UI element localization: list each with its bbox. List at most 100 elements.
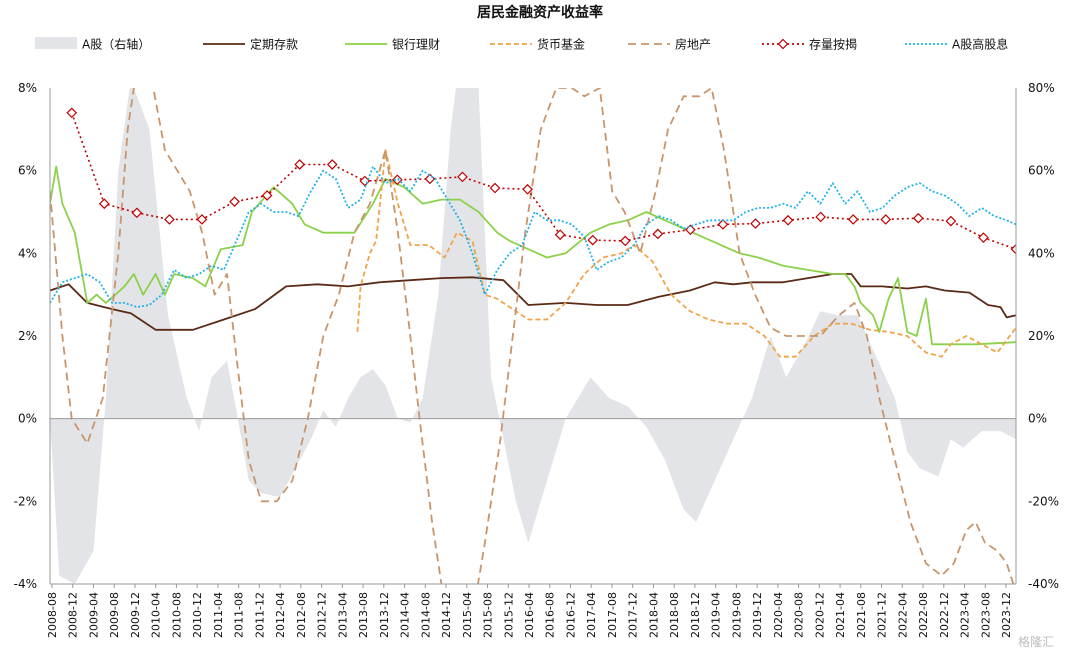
left-tick-label: -4% bbox=[14, 577, 37, 591]
x-tick-label: 2011-04 bbox=[212, 592, 225, 638]
x-tick-label: 2023-08 bbox=[979, 592, 992, 638]
x-tick-label: 2023-04 bbox=[959, 592, 972, 638]
series-1 bbox=[50, 88, 1016, 584]
x-tick-label: 2019-12 bbox=[751, 592, 764, 638]
x-tick-label: 2014-12 bbox=[440, 592, 453, 638]
left-tick-label: 6% bbox=[18, 164, 37, 178]
series-3 bbox=[50, 165, 1016, 346]
left-tick-label: 4% bbox=[18, 246, 37, 260]
data-point bbox=[619, 235, 631, 247]
x-tick-label: 2011-12 bbox=[253, 592, 266, 638]
legend-label: 货币基金 bbox=[537, 37, 585, 52]
legend: A股（右轴） 定期存款 银行理财 货币基金 房地产 存量按揭 A股高股息 bbox=[35, 37, 1008, 52]
x-tick-label: 2022-04 bbox=[896, 592, 909, 638]
x-tick-label: 2016-04 bbox=[523, 592, 536, 638]
x-tick-label: 2014-08 bbox=[419, 592, 432, 638]
x-tick-label: 2017-04 bbox=[585, 592, 598, 638]
series-7 bbox=[50, 165, 1016, 308]
x-tick-label: 2018-08 bbox=[668, 592, 681, 638]
x-tick-label: 2012-12 bbox=[316, 592, 329, 638]
x-tick-label: 2010-04 bbox=[150, 592, 163, 638]
series-6 bbox=[66, 107, 1016, 255]
x-tick-label: 2010-08 bbox=[170, 592, 183, 638]
series-line bbox=[50, 165, 1016, 308]
data-point bbox=[98, 198, 110, 210]
data-point bbox=[815, 211, 826, 223]
data-point bbox=[750, 218, 761, 229]
right-tick-label: 80% bbox=[1028, 81, 1055, 95]
data-point bbox=[164, 214, 175, 225]
x-tick-label: 2008-12 bbox=[67, 592, 80, 638]
series-line bbox=[70, 112, 1016, 250]
legend-marker bbox=[777, 38, 789, 50]
series-line bbox=[50, 273, 1016, 331]
data-point bbox=[326, 159, 338, 170]
x-tick-label: 2012-04 bbox=[274, 592, 287, 638]
right-tick-label: 40% bbox=[1028, 246, 1055, 260]
x-tick-label: 2022-08 bbox=[917, 592, 930, 638]
legend-label: 房地产 bbox=[675, 37, 711, 52]
legend-swatch bbox=[35, 37, 77, 49]
data-point bbox=[457, 171, 468, 183]
legend-label: 定期存款 bbox=[250, 37, 298, 52]
series-2 bbox=[50, 273, 1016, 331]
data-point bbox=[717, 219, 729, 230]
x-tick-label: 2022-12 bbox=[938, 592, 951, 638]
data-point bbox=[782, 214, 794, 226]
series-5 bbox=[50, 88, 1015, 584]
legend-label: A股高股息 bbox=[952, 37, 1008, 52]
chart-title: 居民金融资产收益率 bbox=[477, 4, 603, 21]
right-tick-label: 20% bbox=[1028, 329, 1055, 343]
x-tick-label: 2020-08 bbox=[793, 592, 806, 638]
x-tick-label: 2009-08 bbox=[108, 592, 121, 638]
data-point bbox=[652, 228, 664, 240]
series-4 bbox=[356, 149, 1016, 358]
x-tick-label: 2012-08 bbox=[295, 592, 308, 638]
x-tick-label: 2017-08 bbox=[606, 592, 619, 638]
right-tick-label: 0% bbox=[1028, 412, 1047, 426]
x-tick-label: 2009-04 bbox=[87, 592, 100, 638]
plot-area bbox=[50, 88, 1016, 584]
data-point bbox=[522, 183, 533, 195]
data-point bbox=[131, 207, 143, 219]
x-tick-label: 2021-08 bbox=[855, 592, 868, 638]
x-tick-label: 2019-04 bbox=[710, 592, 723, 638]
left-tick-label: 0% bbox=[18, 412, 37, 426]
data-point bbox=[685, 224, 696, 236]
x-tick-label: 2020-04 bbox=[772, 592, 785, 638]
legend-item: 银行理财 bbox=[345, 38, 440, 52]
x-tick-label: 2017-12 bbox=[627, 592, 640, 638]
legend-item: 存量按揭 bbox=[762, 37, 857, 52]
right-tick-label: -20% bbox=[1028, 494, 1059, 508]
right-tick-label: -40% bbox=[1028, 577, 1059, 591]
data-point bbox=[554, 229, 566, 241]
x-tick-label: 2011-08 bbox=[233, 592, 246, 638]
x-tick-label: 2014-04 bbox=[399, 592, 412, 638]
legend-label: 银行理财 bbox=[392, 38, 440, 52]
data-point bbox=[587, 234, 599, 246]
data-point bbox=[66, 107, 78, 119]
watermark: 格隆汇 bbox=[1018, 634, 1054, 649]
legend-item: 定期存款 bbox=[203, 37, 298, 52]
x-tick-label: 2013-12 bbox=[378, 592, 391, 638]
data-point bbox=[489, 182, 501, 194]
data-point bbox=[1010, 243, 1016, 255]
x-tick-label: 2021-12 bbox=[876, 592, 889, 638]
legend-item: A股（右轴） bbox=[35, 37, 150, 52]
legend-label: 存量按揭 bbox=[809, 37, 857, 52]
legend-item: 货币基金 bbox=[490, 37, 585, 52]
x-tick-label: 2018-04 bbox=[647, 592, 660, 638]
x-tick-label: 2015-12 bbox=[502, 592, 515, 638]
series-area bbox=[50, 88, 1016, 584]
x-tick-label: 2016-08 bbox=[544, 592, 557, 638]
x-tick-label: 2019-08 bbox=[730, 592, 743, 638]
data-point bbox=[880, 214, 892, 225]
x-tick-label: 2013-08 bbox=[357, 592, 370, 638]
x-tick-label: 2016-12 bbox=[564, 592, 577, 638]
series-line bbox=[50, 165, 1016, 346]
left-tick-label: 8% bbox=[18, 81, 37, 95]
data-point bbox=[912, 212, 924, 224]
data-point bbox=[847, 214, 859, 225]
x-tick-label: 2021-04 bbox=[834, 592, 847, 638]
